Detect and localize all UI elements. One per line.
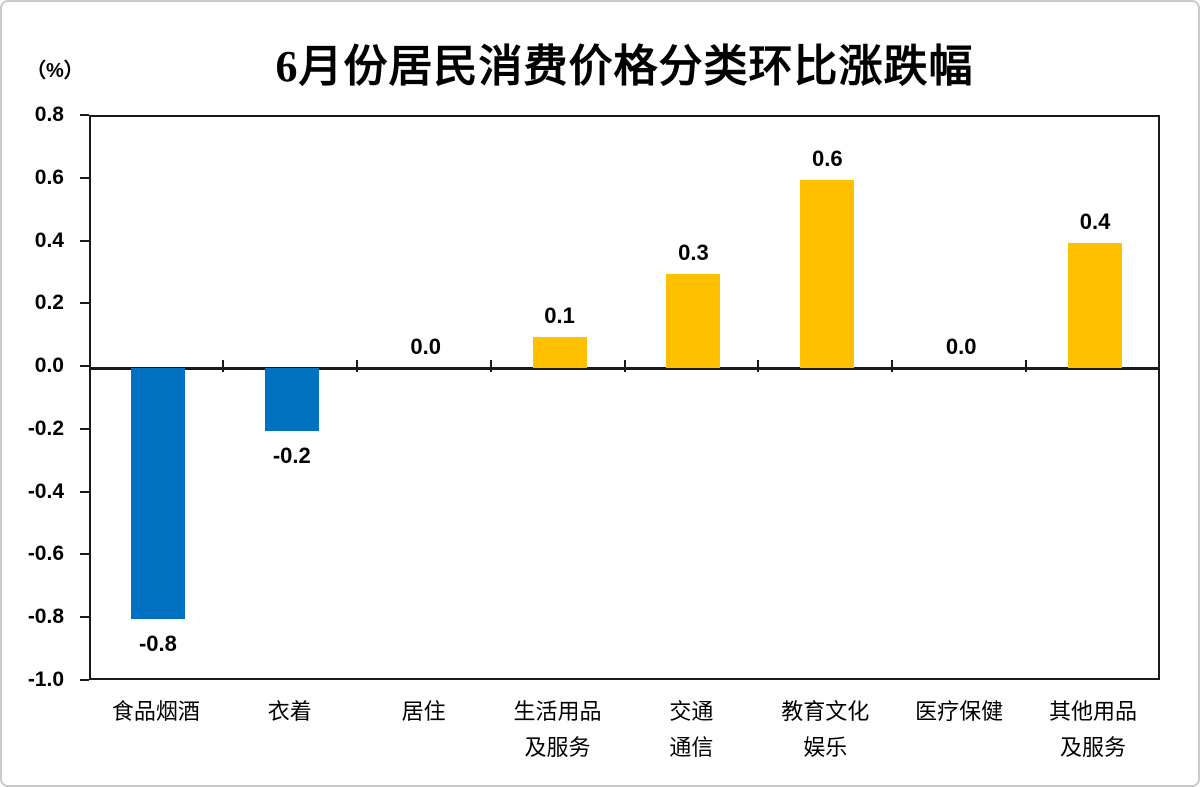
- y-axis-unit-label: （%）: [26, 60, 84, 82]
- value-label: 0.6: [812, 145, 843, 171]
- y-tick-label: 0.8: [34, 103, 64, 126]
- x-tick-mark: [221, 360, 224, 373]
- category-label-line: 及服务: [1060, 735, 1127, 760]
- y-tick-mark: [80, 302, 89, 305]
- y-tick-label: 0.2: [34, 291, 64, 315]
- chart-title: 6月份居民消费价格分类环比涨跌幅: [275, 42, 974, 91]
- y-tick-label: -0.8: [27, 605, 64, 629]
- y-tick-mark: [80, 239, 89, 242]
- y-tick-label: -0.6: [27, 542, 64, 566]
- x-tick-mark: [757, 360, 760, 373]
- y-tick-label: 0.6: [34, 165, 64, 189]
- bar-食品烟酒: [130, 368, 185, 620]
- y-tick-label: 0.4: [34, 228, 64, 252]
- y-tick-mark: [80, 427, 89, 430]
- y-tick-label: -1.0: [27, 668, 64, 691]
- y-tick-mark: [80, 365, 89, 368]
- y-tick-mark: [80, 490, 89, 493]
- bar-交通通信: [666, 273, 721, 369]
- category-label-line: 生活用品: [513, 699, 602, 724]
- category-label: 其他用品 及服务: [1026, 694, 1160, 766]
- y-tick-mark: [80, 114, 89, 116]
- y-tick-mark: [80, 553, 89, 556]
- x-tick-mark: [623, 360, 626, 373]
- bar-生活用品及服务: [532, 336, 587, 369]
- category-label: 医疗保健: [892, 694, 1026, 730]
- category-label: 交通 通信: [625, 694, 759, 766]
- value-label: 0.4: [1079, 208, 1111, 234]
- value-label: -0.8: [138, 631, 177, 657]
- category-label-line: 娱乐: [803, 735, 848, 760]
- category-label: 食品烟酒: [89, 694, 223, 730]
- value-label: 0.0: [410, 334, 441, 360]
- category-label-line: 食品烟酒: [111, 699, 200, 724]
- category-label: 居住: [357, 694, 491, 730]
- y-tick-label: -0.2: [27, 416, 64, 440]
- category-label-line: 居住: [401, 699, 446, 724]
- category-label-line: 衣着: [267, 699, 312, 724]
- y-tick-mark: [80, 176, 89, 179]
- category-label-line: 医疗保健: [915, 699, 1004, 724]
- category-label: 衣着: [223, 694, 357, 730]
- x-tick-mark: [489, 360, 492, 373]
- category-label-line: 教育文化: [781, 699, 870, 724]
- value-label: 0.0: [945, 334, 977, 360]
- plot-area: -0.8 -0.2 0.0 0.1 0.3 0.6 0.0 0.4: [89, 115, 1160, 680]
- category-label: 教育文化 娱乐: [758, 694, 892, 766]
- value-label: 0.3: [678, 239, 709, 265]
- y-tick-label: 0.0: [34, 354, 64, 378]
- x-tick-mark: [1025, 360, 1028, 373]
- bar-其他用品及服务: [1068, 242, 1123, 369]
- bar-教育文化娱乐: [800, 179, 855, 369]
- x-tick-mark: [355, 360, 358, 373]
- value-label: 0.1: [544, 302, 575, 328]
- category-label-line: 其他用品: [1049, 699, 1138, 724]
- y-tick-mark: [80, 616, 89, 619]
- value-label: -0.2: [272, 442, 311, 468]
- y-tick-mark: [80, 679, 89, 681]
- category-label: 生活用品 及服务: [491, 694, 625, 766]
- category-label-line: 及服务: [524, 735, 591, 760]
- y-tick-label: -0.4: [27, 479, 64, 503]
- bar-衣着: [264, 368, 319, 431]
- category-label-line: 通信: [669, 735, 714, 760]
- x-tick-mark: [891, 360, 894, 373]
- category-label-line: 交通: [669, 699, 714, 724]
